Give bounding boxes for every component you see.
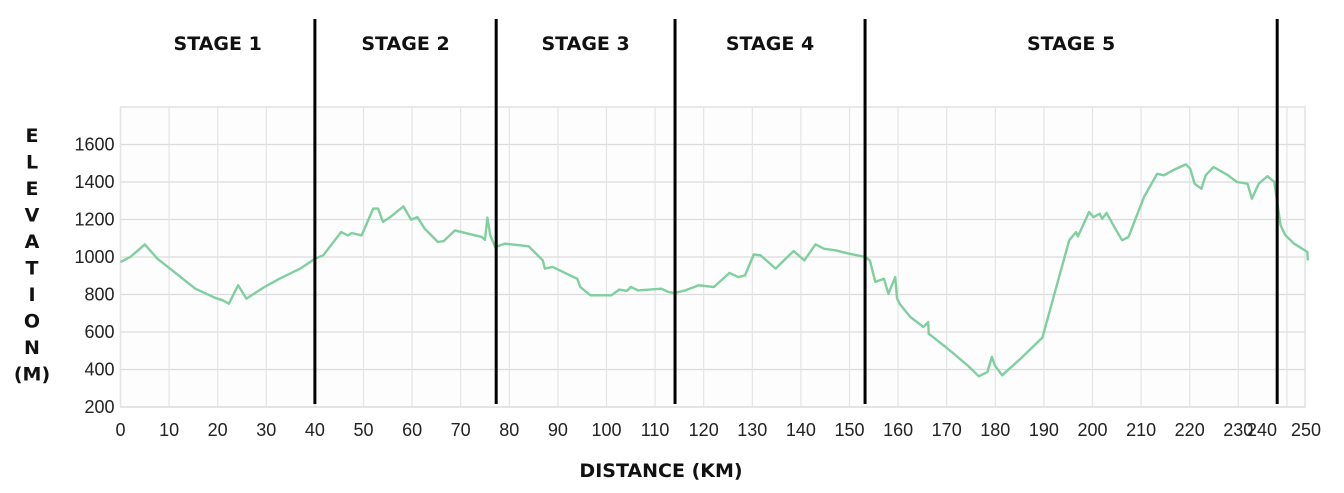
x-tick-label: 40 (305, 420, 325, 440)
x-tick-label: 180 (980, 420, 1010, 440)
x-tick-label: 170 (932, 420, 962, 440)
y-tick-label: 1200 (74, 210, 114, 230)
y-axis-title-letter: (M) (14, 364, 50, 386)
y-tick-label: 400 (84, 360, 114, 380)
x-tick-label: 230 (1223, 420, 1253, 440)
x-tick-label: 150 (834, 420, 864, 440)
stage-label: STAGE 4 (726, 33, 814, 55)
y-tick-label: 800 (84, 285, 114, 305)
x-tick-label: 110 (641, 420, 670, 440)
x-tick-label: 250 (1291, 420, 1321, 440)
x-tick-label: 50 (353, 420, 373, 440)
y-tick-label: 200 (84, 397, 114, 417)
x-tick-label: 210 (1126, 420, 1156, 440)
x-tick-label: 60 (402, 420, 422, 440)
x-tick-label: 120 (689, 420, 719, 440)
y-axis-title-letter: O (24, 311, 40, 333)
x-tick-label: 30 (256, 420, 276, 440)
x-tick-label: 20 (208, 420, 228, 440)
x-tick-label: 140 (786, 420, 816, 440)
y-tick-label: 600 (84, 322, 114, 342)
y-axis-title-letter: V (25, 205, 40, 227)
x-tick-label: 80 (499, 420, 519, 440)
y-axis-title-letter: E (26, 178, 39, 200)
y-tick-label: 1600 (74, 135, 114, 155)
elevation-line (119, 163, 1309, 378)
x-tick-label: 200 (1077, 420, 1107, 440)
x-tick-label: 0 (115, 420, 125, 440)
stage-label: STAGE 1 (174, 33, 262, 55)
x-axis-title: DISTANCE (KM) (579, 460, 742, 482)
y-axis-title-letter: I (28, 284, 35, 306)
x-tick-label: 70 (451, 420, 471, 440)
x-tick-labels: 0 10 20 30 40 50 60 70 80 90 100 110 120 130 140 150 160… (115, 420, 1321, 440)
gridlines (119, 107, 1305, 408)
x-tick-label: 100 (591, 420, 621, 440)
stage-label: STAGE 2 (361, 33, 449, 55)
y-axis-title-letter: L (26, 152, 38, 174)
x-tick-label: 220 (1175, 420, 1205, 440)
x-tick-label: 90 (548, 420, 568, 440)
y-tick-labels: 200 400 600 800 1000 1200 1400 1600 (74, 135, 114, 418)
y-axis-title-letter: E (26, 125, 39, 147)
x-tick-label: 190 (1029, 420, 1059, 440)
stage-dividers: STAGE 1 STAGE 2 STAGE 3 STAGE 4 STAGE 5 (174, 19, 1279, 404)
x-tick-label: 160 (883, 420, 913, 440)
y-axis-title-letter: A (25, 231, 40, 253)
y-axis-title-letter: N (24, 337, 40, 359)
stage-label: STAGE 5 (1027, 33, 1115, 55)
y-tick-label: 1000 (74, 247, 114, 267)
stage-label: STAGE 3 (541, 33, 629, 55)
y-axis-title-letter: T (26, 258, 39, 280)
x-tick-label: 240 (1247, 420, 1277, 440)
x-tick-label: 10 (159, 420, 179, 440)
x-tick-label: 130 (737, 420, 767, 440)
y-tick-label: 1400 (74, 172, 114, 192)
